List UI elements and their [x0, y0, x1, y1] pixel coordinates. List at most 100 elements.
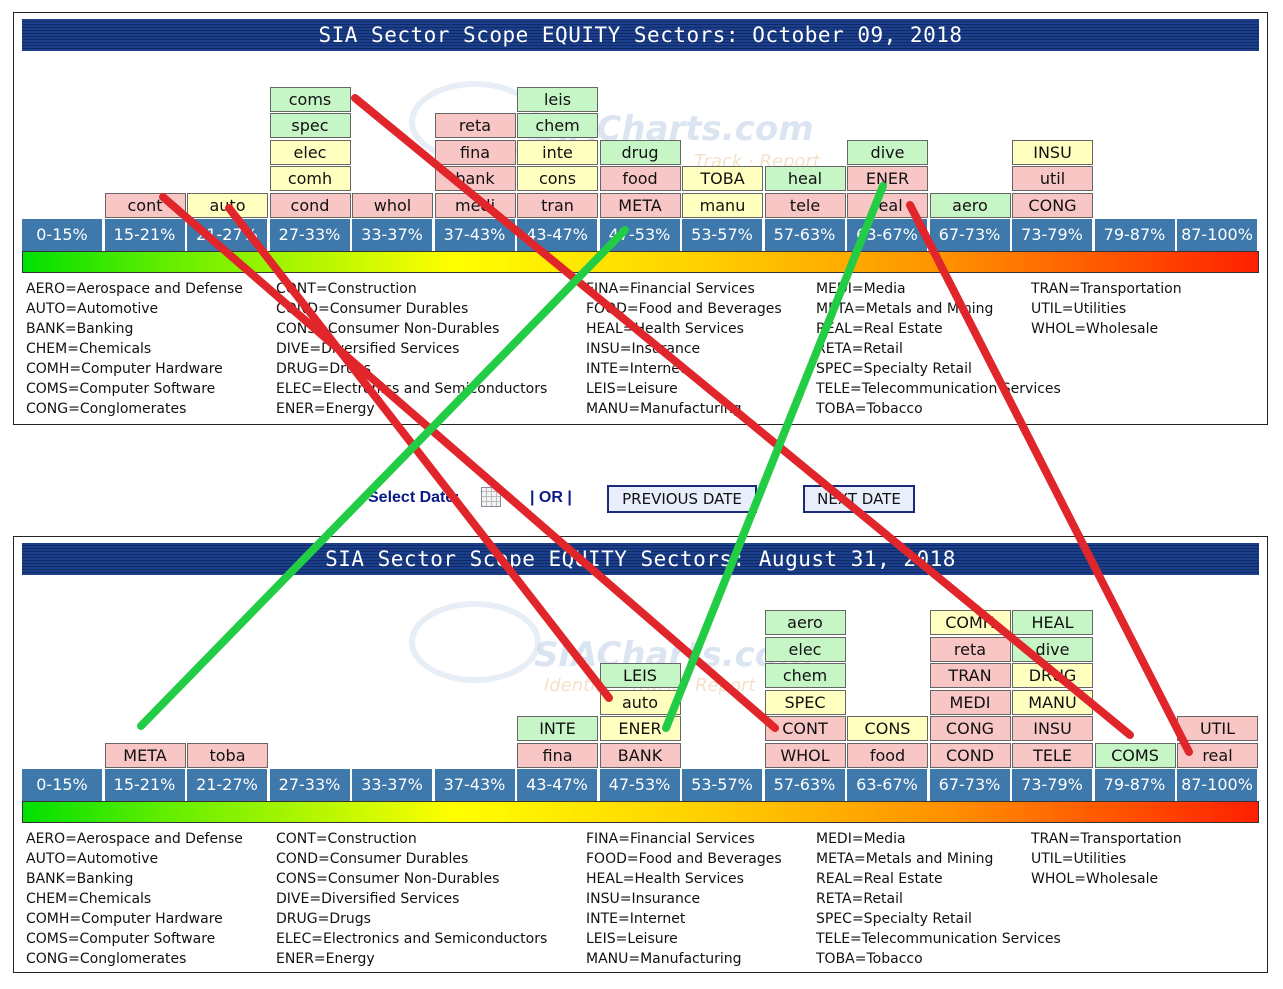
legend-entry: FOOD=Food and Beverages	[586, 851, 782, 867]
sector-cell: CONS	[847, 716, 928, 741]
sector-cell: CONT	[764, 716, 846, 741]
sector-cell: INSU	[1012, 139, 1093, 165]
sector-cell: cont	[104, 192, 186, 218]
sector-cell: COMS	[1094, 742, 1176, 768]
legend-entry: DRUG=Drugs	[276, 361, 371, 377]
legend-entry: DIVE=Diversified Services	[276, 341, 460, 357]
legend-entry: COND=Consumer Durables	[276, 851, 469, 867]
legend-column: CONT=Construction COND=Consumer Durables C…	[276, 829, 547, 969]
legend-entry: SPEC=Specialty Retail	[816, 361, 972, 377]
sector-cell: heal	[764, 166, 846, 191]
range-label: 21-27%	[187, 219, 268, 251]
panel-title: SIA Sector Scope EQUITY Sectors: October…	[22, 19, 1259, 51]
legend-entry: CHEM=Chemicals	[26, 341, 152, 357]
sector-cell: toba	[187, 742, 268, 768]
legend-entry: REAL=Real Estate	[816, 321, 943, 337]
sector-cell: spec	[269, 113, 351, 138]
range-label: 57-63%	[764, 769, 846, 801]
range-label: 0-15%	[22, 769, 103, 801]
sector-cell: LEIS	[599, 663, 681, 688]
sector-cell: medi	[434, 192, 516, 218]
sector-cell: COMH	[929, 610, 1011, 635]
legend-entry: MEDI=Media	[816, 831, 906, 847]
legend-column: MEDI=Media META=Metals and Mining REAL=Rea…	[816, 829, 1061, 969]
or-separator: | OR |	[530, 489, 572, 506]
legend-entry: HEAL=Health Services	[586, 321, 744, 337]
sector-cell: elec	[764, 636, 846, 662]
legend-entry: FOOD=Food and Beverages	[586, 301, 782, 317]
legend-entry: CONS=Consumer Non-Durables	[276, 321, 500, 337]
range-label: 15-21%	[104, 219, 186, 251]
legend-entry: ELEC=Electronics and Semiconductors	[276, 381, 548, 397]
sector-cell: leis	[517, 86, 598, 112]
sector-cell: coms	[269, 86, 351, 112]
range-label: 37-43%	[434, 219, 516, 251]
previous-date-button[interactable]: PREVIOUS DATE	[607, 485, 757, 513]
range-label: 47-53%	[599, 219, 681, 251]
legend-entry: RETA=Retail	[816, 341, 903, 357]
legend-entry: COMS=Computer Software	[26, 931, 216, 947]
sector-cell: food	[599, 166, 681, 191]
sector-cell: dive	[847, 139, 928, 165]
range-label: 63-67%	[847, 219, 928, 251]
sector-cell: chem	[764, 663, 846, 688]
legend-entry: FINA=Financial Services	[586, 831, 755, 847]
legend-entry: CONG=Conglomerates	[26, 401, 187, 417]
legend-entry: COMS=Computer Software	[26, 381, 216, 397]
legend-entry: DRUG=Drugs	[276, 911, 371, 927]
sector-cell: UTIL	[1177, 716, 1258, 741]
legend-entry: ENER=Energy	[276, 401, 375, 417]
legend-column: CONT=Construction COND=Consumer Durables C…	[276, 279, 547, 419]
sector-cell: auto	[599, 689, 681, 715]
range-label: 43-47%	[517, 769, 598, 801]
sector-cell: reta	[434, 113, 516, 138]
legend-entry: CONG=Conglomerates	[26, 951, 187, 967]
range-label: 43-47%	[517, 219, 598, 251]
legend-entry: CHEM=Chemicals	[26, 891, 152, 907]
legend-entry: FINA=Financial Services	[586, 281, 755, 297]
sector-cell: auto	[187, 192, 268, 218]
legend-entry: INSU=Insurance	[586, 341, 701, 357]
sector-cell: whol	[352, 192, 433, 218]
sector-cell: BANK	[599, 742, 681, 768]
legend-entry: INTE=Internet	[586, 361, 686, 377]
legend-column: TRAN=Transportation UTIL=Utilities WHOL=Wh…	[1031, 279, 1182, 339]
legend-entry: BANK=Banking	[26, 871, 134, 887]
range-label: 27-33%	[269, 219, 351, 251]
legend-entry: AERO=Aerospace and Defense	[26, 281, 243, 297]
sector-cell: MEDI	[929, 689, 1011, 715]
sector-cell: dive	[1012, 636, 1093, 662]
legend-entry: AUTO=Automotive	[26, 301, 159, 317]
sector-cell: elec	[269, 139, 351, 165]
range-label: 47-53%	[599, 769, 681, 801]
legend-entry: TRAN=Transportation	[1031, 831, 1182, 847]
legend-entry: TELE=Telecommunication Services	[816, 931, 1061, 947]
legend-entry: MEDI=Media	[816, 281, 906, 297]
legend-entry: COMH=Computer Hardware	[26, 911, 223, 927]
legend-column: AERO=Aerospace and Defense AUTO=Automotiv…	[26, 279, 243, 419]
sector-cell: SPEC	[764, 689, 846, 715]
legend-column: MEDI=Media META=Metals and Mining REAL=Rea…	[816, 279, 1061, 419]
legend-entry: ELEC=Electronics and Semiconductors	[276, 931, 548, 947]
legend-entry: CONT=Construction	[276, 831, 417, 847]
watermark-logo-icon	[409, 601, 541, 683]
sector-cell: TRAN	[929, 663, 1011, 688]
sector-cell: ENER	[599, 716, 681, 741]
sector-cell: MANU	[1012, 689, 1093, 715]
range-label: 73-79%	[1012, 219, 1093, 251]
range-label: 0-15%	[22, 219, 103, 251]
sector-cell: inte	[517, 139, 598, 165]
sector-cell: aero	[929, 192, 1011, 218]
sector-cell: INSU	[1012, 716, 1093, 741]
range-row: 0-15% 15-21% 21-27% 27-33% 33-37% 37-43% 43-47…	[22, 219, 1259, 251]
legend-entry: AERO=Aerospace and Defense	[26, 831, 243, 847]
range-label: 53-57%	[682, 769, 763, 801]
sector-cell: manu	[682, 192, 763, 218]
legend-entry: UTIL=Utilities	[1031, 301, 1127, 317]
range-label: 79-87%	[1094, 769, 1176, 801]
legend-entry: MANU=Manufacturing	[586, 951, 742, 967]
calendar-icon[interactable]	[481, 487, 501, 507]
sector-cell: drug	[599, 139, 681, 165]
legend-column: FINA=Financial Services FOOD=Food and Bev…	[586, 279, 782, 419]
next-date-button[interactable]: NEXT DATE	[803, 485, 915, 513]
